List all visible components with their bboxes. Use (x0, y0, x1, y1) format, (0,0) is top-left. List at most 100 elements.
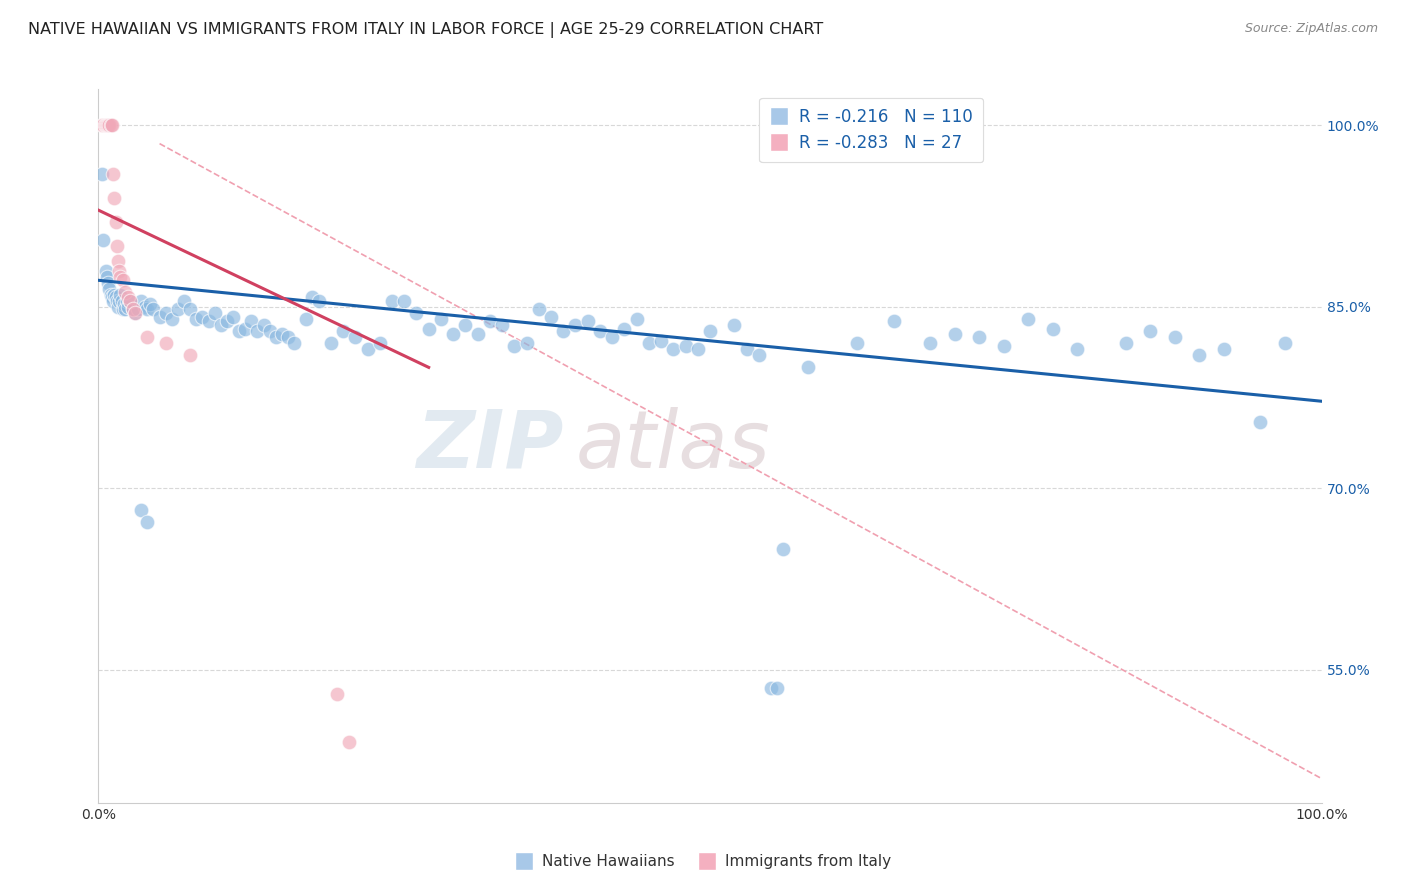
Point (675, 338, 697, 352)
Point (766, 681, 789, 695)
Point (91, 167, 114, 181)
Point (761, 681, 783, 695)
Point (883, 314, 905, 328)
Point (233, 321, 256, 335)
Point (105, 293, 128, 308)
Point (105, 239, 128, 253)
Point (638, 336, 661, 351)
Point (503, 338, 526, 352)
Point (246, 324, 269, 338)
Point (515, 336, 537, 351)
Point (120, 293, 142, 308)
Point (186, 312, 208, 326)
Point (259, 324, 281, 338)
Point (104, 290, 127, 304)
Point (112, 297, 135, 311)
Point (91, 233, 114, 247)
Point (748, 348, 770, 362)
Point (1188, 348, 1211, 362)
Point (527, 302, 550, 317)
Point (356, 343, 378, 357)
Point (110, 288, 132, 302)
Point (589, 324, 612, 338)
Point (139, 297, 162, 311)
Point (252, 318, 274, 332)
Point (142, 302, 165, 317)
Point (222, 310, 245, 324)
Point (723, 318, 745, 332)
Text: atlas: atlas (575, 407, 770, 485)
Legend: R = -0.216   N = 110, R = -0.283   N = 27: R = -0.216 N = 110, R = -0.283 N = 27 (759, 97, 983, 161)
Point (699, 324, 721, 338)
Point (920, 336, 942, 351)
Point (1164, 330, 1187, 344)
Point (332, 324, 354, 338)
Point (101, 290, 124, 304)
Point (540, 310, 562, 324)
Point (467, 326, 489, 341)
Point (98, 282, 121, 296)
Text: NATIVE HAWAIIAN VS IMMIGRANTS FROM ITALY IN LABOR FORCE | AGE 25-29 CORRELATION : NATIVE HAWAIIAN VS IMMIGRANTS FROM ITALY… (28, 22, 824, 38)
Point (283, 336, 305, 351)
Point (967, 330, 990, 344)
Point (993, 338, 1015, 352)
Point (191, 310, 214, 324)
Point (149, 310, 172, 324)
Point (121, 302, 143, 317)
Point (797, 360, 820, 375)
Point (240, 314, 263, 328)
Point (120, 293, 142, 308)
Point (197, 314, 219, 328)
Point (98, 119, 121, 133)
Point (136, 302, 159, 317)
Point (155, 336, 177, 351)
Point (101, 167, 124, 181)
Point (295, 312, 318, 326)
Point (117, 290, 139, 304)
Point (96, 269, 118, 284)
Point (381, 293, 404, 308)
Text: Source: ZipAtlas.com: Source: ZipAtlas.com (1244, 22, 1378, 36)
Point (94, 119, 117, 133)
Point (129, 293, 152, 308)
Point (344, 330, 367, 344)
Point (121, 302, 143, 317)
Point (91, 119, 114, 133)
Point (129, 503, 152, 517)
Point (117, 300, 139, 314)
Point (100, 119, 122, 133)
Point (100, 288, 122, 302)
Point (167, 302, 190, 317)
Point (104, 215, 127, 229)
Point (108, 293, 131, 308)
Point (127, 302, 149, 317)
Point (91, 119, 114, 133)
Point (97, 276, 120, 290)
Point (97, 119, 120, 133)
Point (111, 302, 134, 317)
Point (553, 324, 575, 338)
Point (491, 318, 513, 332)
Point (418, 321, 440, 335)
Point (478, 314, 501, 328)
Point (94, 263, 117, 277)
Point (111, 293, 134, 308)
Point (650, 334, 672, 348)
Point (600, 330, 623, 344)
Point (845, 336, 868, 351)
Point (101, 293, 124, 308)
Legend: Native Hawaiians, Immigrants from Italy: Native Hawaiians, Immigrants from Italy (509, 848, 897, 875)
Point (1042, 321, 1064, 335)
Point (179, 302, 201, 317)
Point (111, 273, 134, 287)
Point (179, 348, 201, 362)
Point (215, 314, 238, 328)
Point (1249, 415, 1271, 429)
Point (576, 314, 599, 328)
Point (173, 293, 195, 308)
Point (107, 300, 129, 314)
Point (155, 306, 177, 320)
Point (204, 306, 226, 320)
Point (264, 330, 287, 344)
Point (301, 290, 323, 304)
